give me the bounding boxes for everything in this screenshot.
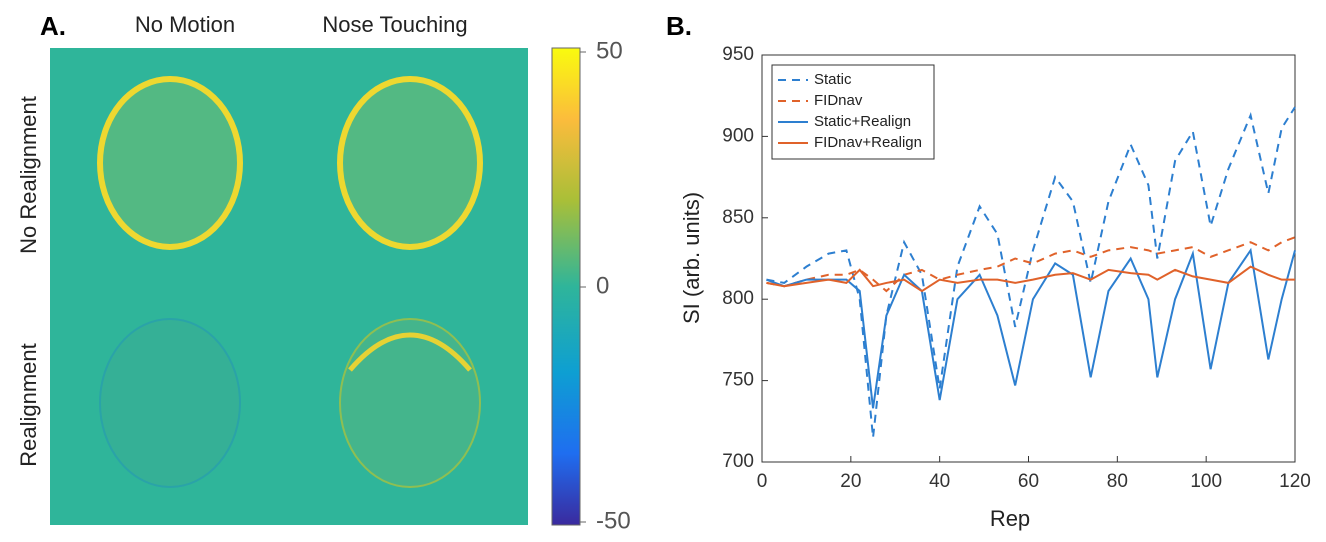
panel-label: B. bbox=[666, 11, 692, 41]
colorbar bbox=[551, 47, 581, 526]
x-axis-label: Rep bbox=[990, 506, 1030, 531]
row-label: Realignment bbox=[16, 343, 41, 467]
brain bbox=[99, 318, 241, 488]
y-tick-label: 750 bbox=[722, 370, 754, 391]
brain-edge bbox=[348, 332, 472, 372]
x-tick-label: 40 bbox=[929, 471, 950, 492]
panel-label: A. bbox=[40, 11, 66, 41]
legend-label: FIDnav bbox=[814, 92, 863, 109]
x-tick-label: 120 bbox=[1279, 471, 1311, 492]
y-tick-label: 700 bbox=[722, 451, 754, 472]
colorbar-tick-label: 0 bbox=[596, 272, 609, 299]
x-tick-label: 20 bbox=[840, 471, 861, 492]
series-line bbox=[766, 247, 1296, 409]
column-label: No Motion bbox=[135, 12, 235, 37]
series-line bbox=[766, 265, 1295, 293]
x-tick-label: 100 bbox=[1190, 471, 1222, 492]
legend-label: FIDnav+Realign bbox=[814, 134, 922, 151]
x-tick-label: 0 bbox=[757, 471, 768, 492]
column-label: Nose Touching bbox=[322, 12, 467, 37]
row-label: No Realignment bbox=[16, 96, 41, 254]
y-axis-label: SI (arb. units) bbox=[679, 192, 704, 324]
y-tick-label: 850 bbox=[722, 207, 754, 228]
y-tick-label: 900 bbox=[722, 125, 754, 146]
legend-label: Static+Realign bbox=[814, 113, 911, 130]
brain bbox=[337, 76, 483, 250]
legend-label: Static bbox=[814, 71, 852, 88]
x-tick-label: 60 bbox=[1018, 471, 1039, 492]
series-line bbox=[766, 236, 1296, 293]
y-tick-label: 950 bbox=[722, 44, 754, 65]
brain bbox=[97, 76, 243, 250]
brain bbox=[339, 318, 481, 488]
x-tick-label: 80 bbox=[1107, 471, 1128, 492]
y-tick-label: 800 bbox=[722, 288, 754, 309]
colorbar-tick-label: 50 bbox=[596, 37, 623, 64]
colorbar-tick-label: -50 bbox=[596, 507, 631, 534]
